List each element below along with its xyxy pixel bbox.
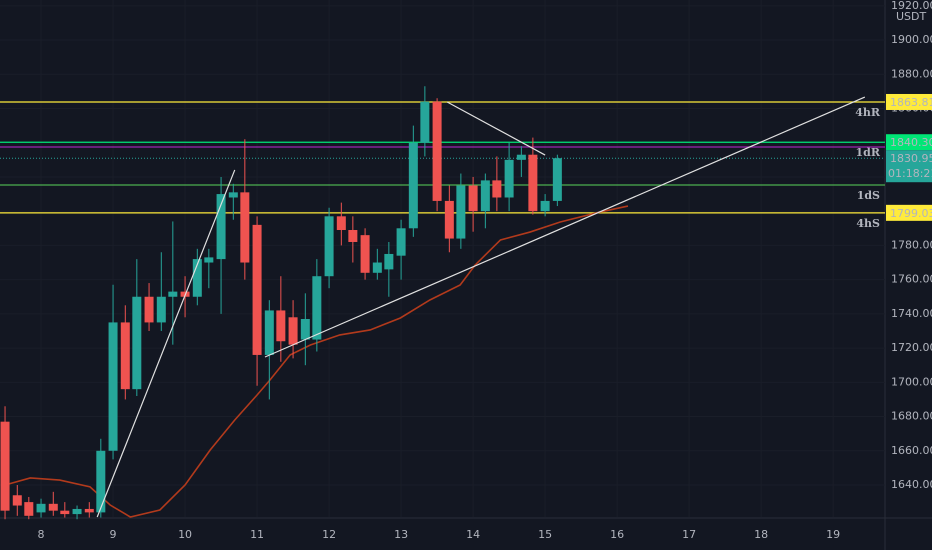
candle-body [84, 508, 94, 513]
x-tick-label: 16 [610, 528, 624, 541]
countdown: 01:18:21 [888, 167, 932, 180]
candle-body [144, 296, 154, 323]
candle-body [444, 200, 454, 239]
level-tag: 1dS [857, 189, 880, 202]
candle-body [336, 216, 346, 231]
y-tick-label: 1780.00 [891, 238, 932, 251]
x-tick-label: 17 [682, 528, 696, 541]
x-tick-label: 15 [538, 528, 552, 541]
x-tick-label: 8 [38, 528, 45, 541]
candle-body [528, 154, 538, 212]
candle-body [108, 322, 118, 451]
x-tick-label: 19 [826, 528, 840, 541]
y-tick-label: 1640.00 [891, 478, 932, 491]
candle-body [216, 194, 226, 260]
candle-body [504, 159, 514, 198]
candle-body [360, 235, 370, 273]
candle-body [516, 154, 526, 160]
price-box-label: 1840.30 [890, 136, 932, 149]
last-price-label: 1830.95 [890, 152, 932, 165]
candle-body [12, 495, 22, 506]
candle-body [288, 317, 298, 345]
candle-body [252, 224, 262, 355]
candle-body [396, 228, 406, 256]
price-box [886, 134, 932, 151]
candle-body [480, 180, 490, 212]
candle-body [300, 318, 310, 340]
candle-body [120, 322, 130, 390]
candle-body [96, 450, 106, 513]
trendline [446, 101, 546, 156]
candle-body [72, 508, 82, 515]
trendline [264, 96, 866, 358]
currency: USDT [896, 10, 927, 23]
candle-body [552, 158, 562, 201]
candle-body [420, 101, 430, 143]
candle-body [36, 503, 46, 513]
candle-body [132, 296, 142, 390]
price-box-label: 1799.03 [890, 207, 932, 220]
candle-body [228, 192, 238, 198]
candle-body [312, 276, 322, 340]
candle-body [456, 185, 466, 239]
candle-body [168, 291, 178, 297]
level-tag: 4hR [855, 106, 881, 119]
x-tick-label: 13 [394, 528, 408, 541]
y-tick-label: 1920.00 [891, 0, 932, 12]
candle-body [240, 192, 250, 263]
candle-body [540, 200, 550, 212]
moving-average [4, 205, 629, 518]
candle-body [348, 230, 358, 242]
candle-body [264, 310, 274, 355]
y-tick-label: 1680.00 [891, 410, 932, 423]
price-box [886, 93, 932, 110]
candle-body [48, 503, 58, 511]
trendline [96, 169, 236, 518]
candle-body [276, 310, 286, 342]
y-tick-label: 1660.00 [891, 444, 932, 457]
candle-body [384, 253, 394, 270]
last-price-box [886, 150, 932, 183]
x-tick-label: 10 [178, 528, 192, 541]
y-tick-label: 1700.00 [891, 375, 932, 388]
candle-body [0, 421, 10, 511]
y-tick-label: 1740.00 [891, 307, 932, 320]
candle-body [372, 262, 382, 273]
candle-body [492, 180, 502, 198]
y-tick-label: 1900.00 [891, 33, 932, 46]
y-tick-label: 1760.00 [891, 273, 932, 286]
candle-body [408, 142, 418, 229]
candle-body [192, 259, 202, 297]
candle-body [324, 216, 334, 277]
price-box-label: 1863.81 [890, 96, 932, 109]
candle-body [60, 510, 70, 515]
candle-body [432, 101, 442, 201]
y-tick-label: 1880.00 [891, 67, 932, 80]
price-box [886, 204, 932, 221]
level-tag: 4hS [856, 217, 880, 230]
level-tag: 1dR [856, 146, 881, 159]
x-tick-label: 11 [250, 528, 264, 541]
x-tick-label: 14 [466, 528, 480, 541]
x-tick-label: 18 [754, 528, 768, 541]
x-tick-label: 9 [110, 528, 117, 541]
candle-body [468, 185, 478, 212]
y-tick-label: 1720.00 [891, 341, 932, 354]
x-tick-label: 12 [322, 528, 336, 541]
candle-body [204, 257, 214, 263]
candle-body [156, 296, 166, 323]
candle-body [24, 502, 34, 516]
